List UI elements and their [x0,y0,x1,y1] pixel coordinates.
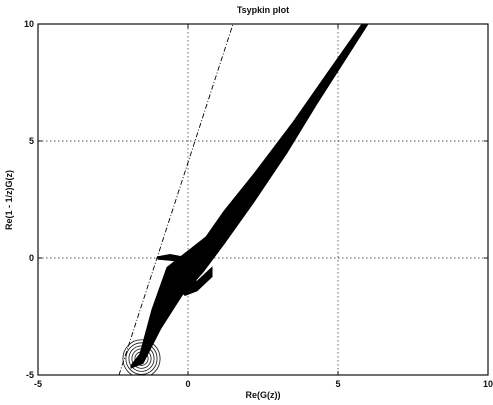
y-tick-label: 10 [24,19,34,29]
plot-frame [37,23,489,376]
x-tick-label: 5 [335,379,340,389]
x-axis-label: Re(G(z)) [246,390,281,400]
x-tick-label: 10 [483,379,493,389]
contour-ring [122,339,161,375]
contour-ring [128,345,155,372]
y-tick-label: 5 [29,136,34,146]
x-axis-ticks: -5 0 5 10 [34,24,493,389]
grid [38,24,488,375]
y-tick-label: -5 [26,370,34,380]
y-axis-label: Re(1 - 1/z)G(z) [4,170,14,230]
series-band [157,253,192,263]
series-band [172,263,213,296]
series-group [118,24,369,375]
x-tick-label: -5 [34,379,42,389]
chart-title: Tsypkin plot [237,5,289,15]
series-dashed-line [118,24,234,375]
y-axis-ticks: -5 0 5 10 [24,19,488,380]
x-tick-label: 0 [185,379,190,389]
y-tick-label: 0 [29,253,34,263]
